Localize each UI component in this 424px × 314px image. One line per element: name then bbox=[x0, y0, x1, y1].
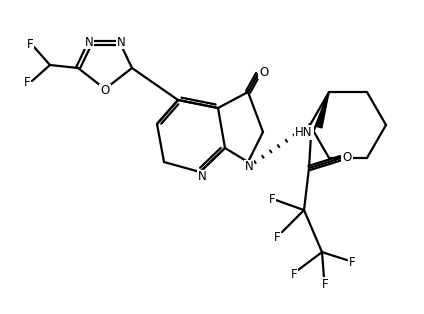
Text: F: F bbox=[24, 77, 30, 89]
Text: N: N bbox=[245, 160, 254, 174]
Text: N: N bbox=[85, 35, 93, 48]
Text: F: F bbox=[27, 39, 33, 51]
Text: F: F bbox=[322, 278, 328, 290]
Text: F: F bbox=[269, 192, 275, 206]
Text: O: O bbox=[100, 84, 110, 98]
Text: F: F bbox=[273, 230, 280, 244]
Text: HN: HN bbox=[295, 126, 313, 138]
Text: N: N bbox=[198, 171, 206, 183]
Text: F: F bbox=[349, 256, 355, 268]
Text: O: O bbox=[342, 151, 351, 164]
Text: O: O bbox=[259, 66, 269, 78]
Text: N: N bbox=[117, 35, 126, 48]
Polygon shape bbox=[316, 92, 329, 128]
Text: F: F bbox=[291, 268, 297, 281]
